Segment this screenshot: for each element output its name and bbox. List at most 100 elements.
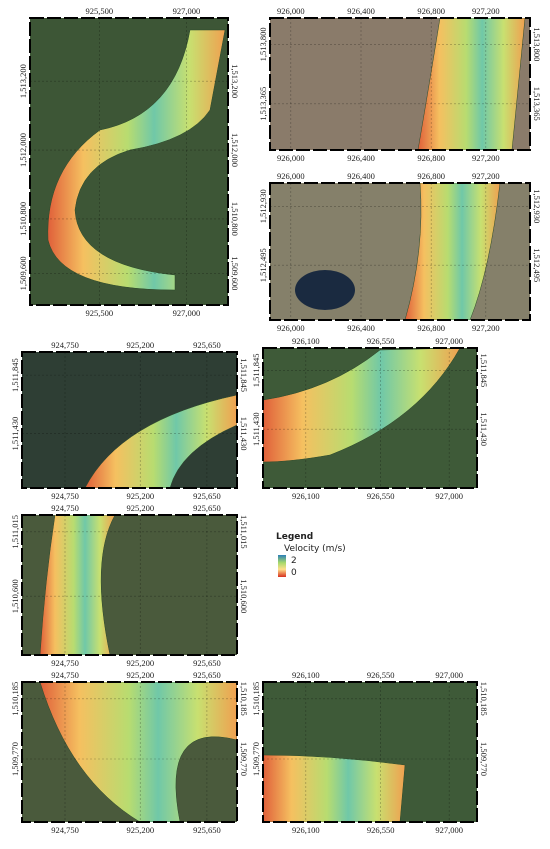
river-velocity	[417, 18, 526, 150]
x-coord-label: 926,800	[417, 6, 445, 16]
x-coord-label: 926,550	[367, 825, 395, 835]
map-panel: 924,750 924,750 925,200 925,200 925,650 925,6…	[10, 670, 249, 835]
map-content	[270, 183, 530, 320]
y-coord-label: 1,512,495	[258, 248, 268, 282]
x-coord-label: 926,800	[417, 171, 445, 181]
map-panel: 926,000 926,000 926,400 926,400 926,800 926,8…	[258, 6, 542, 163]
map-content	[30, 18, 228, 305]
map-frame	[29, 17, 229, 306]
y-coord-label: 1,513,365	[258, 87, 268, 121]
y-coord-label: 1,510,185	[251, 682, 261, 716]
y-coord-label: 1,512,930	[258, 189, 268, 223]
legend-colorbar	[278, 555, 286, 577]
legend-subtitle: Velocity (m/s)	[284, 544, 346, 554]
x-coord-label: 927,000	[173, 308, 201, 318]
legend-max: 2	[291, 556, 297, 566]
x-coord-label: 927,000	[435, 825, 463, 835]
y-coord-label: 1,512,930	[532, 189, 542, 223]
x-coord-label: 926,100	[292, 491, 320, 501]
x-coord-label: 926,400	[347, 323, 375, 333]
y-coord-label: 1,509,600	[230, 256, 240, 290]
x-coord-label: 925,500	[85, 6, 113, 16]
y-coord-label: 1,513,800	[532, 27, 542, 61]
legend-title: Legend	[276, 532, 313, 542]
map-frame	[269, 182, 531, 321]
map-panel: 924,750 924,750 925,200 925,200 925,650 925,6…	[10, 503, 249, 668]
x-coord-label: 926,550	[367, 491, 395, 501]
x-coord-label: 926,000	[277, 6, 305, 16]
map-frame	[21, 514, 238, 656]
y-coord-label: 1,512,000	[18, 133, 28, 167]
x-coord-label: 927,200	[472, 323, 500, 333]
y-coord-label: 1,510,600	[239, 579, 249, 613]
map-content	[22, 682, 237, 822]
x-coord-label: 925,650	[193, 503, 221, 513]
y-coord-label: 1,511,845	[10, 358, 20, 392]
x-coord-label: 926,400	[347, 6, 375, 16]
y-coord-label: 1,511,845	[479, 354, 489, 388]
river-velocity	[263, 348, 461, 463]
y-coord-label: 1,510,185	[239, 682, 249, 716]
map-content	[263, 682, 477, 822]
x-coord-label: 927,000	[435, 336, 463, 346]
x-coord-label: 926,100	[292, 336, 320, 346]
river-velocity	[47, 29, 226, 291]
y-coord-label: 1,510,600	[10, 579, 20, 613]
y-coord-label: 1,511,430	[479, 412, 489, 446]
y-coord-label: 1,511,845	[239, 358, 249, 392]
x-coord-label: 925,650	[193, 340, 221, 350]
x-coord-label: 926,800	[417, 323, 445, 333]
x-coord-label: 924,750	[51, 340, 79, 350]
x-coord-label: 925,650	[193, 491, 221, 501]
y-coord-label: 1,511,015	[239, 515, 249, 549]
x-coord-label: 924,750	[51, 825, 79, 835]
x-coord-label: 926,000	[277, 323, 305, 333]
x-coord-label: 924,750	[51, 658, 79, 668]
map-content	[270, 18, 530, 150]
x-coord-label: 925,200	[126, 825, 154, 835]
x-coord-label: 925,200	[126, 670, 154, 680]
x-coord-label: 927,200	[472, 6, 500, 16]
x-coord-label: 926,000	[277, 153, 305, 163]
y-coord-label: 1,513,365	[532, 87, 542, 121]
y-coord-label: 1,513,800	[258, 27, 268, 61]
y-coord-label: 1,512,495	[532, 248, 542, 282]
y-coord-label: 1,509,600	[18, 256, 28, 290]
y-coord-label: 1,512,000	[230, 133, 240, 167]
map-content	[22, 515, 237, 655]
x-coord-label: 926,400	[347, 171, 375, 181]
x-coord-label: 926,400	[347, 153, 375, 163]
map-frame	[21, 351, 238, 489]
y-coord-label: 1,509,770	[479, 742, 489, 776]
x-coord-label: 926,000	[277, 171, 305, 181]
y-coord-label: 1,511,015	[10, 515, 20, 549]
map-panel: 926,100 926,100 926,550 926,550 927,000 927,0…	[251, 336, 489, 501]
legend: Legend Velocity (m/s) 2 0	[276, 532, 346, 578]
x-coord-label: 926,550	[367, 336, 395, 346]
x-coord-label: 925,200	[126, 503, 154, 513]
y-coord-label: 1,511,430	[239, 417, 249, 451]
x-coord-label: 925,200	[126, 491, 154, 501]
x-coord-label: 925,650	[193, 670, 221, 680]
map-panel: 924,750 924,750 925,200 925,200 925,650 925,6…	[10, 340, 249, 501]
x-coord-label: 925,500	[85, 308, 113, 318]
y-coord-label: 1,511,430	[10, 417, 20, 451]
x-coord-label: 927,000	[173, 6, 201, 16]
lake	[295, 270, 355, 310]
map-frame	[269, 17, 531, 151]
map-frame	[262, 347, 478, 489]
y-coord-label: 1,510,185	[10, 682, 20, 716]
y-coord-label: 1,510,800	[18, 202, 28, 236]
map-content	[22, 352, 237, 488]
map-panel: 926,100 926,100 926,550 926,550 927,000 927,0…	[251, 670, 489, 835]
river-velocity	[263, 754, 406, 822]
y-coord-label: 1,513,200	[18, 64, 28, 98]
x-coord-label: 927,200	[472, 171, 500, 181]
x-coord-label: 927,000	[435, 491, 463, 501]
river-velocity	[39, 682, 237, 822]
x-coord-label: 925,200	[126, 658, 154, 668]
y-coord-label: 1,510,185	[479, 682, 489, 716]
x-coord-label: 924,750	[51, 670, 79, 680]
x-coord-label: 926,100	[292, 825, 320, 835]
map-panel: 925,500 925,500 927,000 927,000 1,513,200 1,5…	[18, 6, 240, 318]
